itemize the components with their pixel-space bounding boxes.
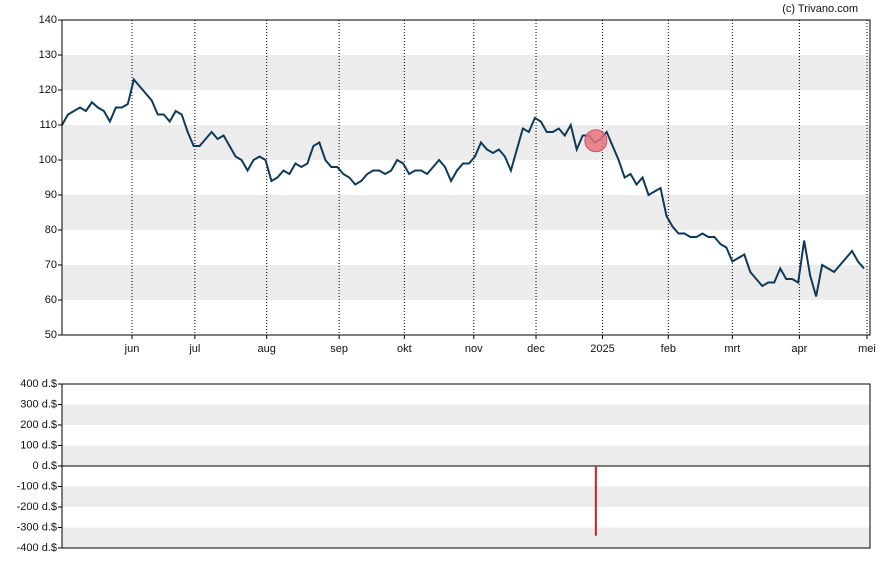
y-tick-label: -200 d.$ xyxy=(17,501,57,513)
x-tick-label: aug xyxy=(258,343,276,355)
y-tick-label: 110 xyxy=(39,119,57,131)
grid-band xyxy=(62,55,870,90)
x-tick-label: dec xyxy=(527,343,545,355)
y-tick-label: -100 d.$ xyxy=(17,480,57,492)
y-tick-label: 70 xyxy=(45,259,57,271)
grid-band xyxy=(62,527,870,548)
price-line xyxy=(61,77,865,297)
y-tick-label: 200 d.$ xyxy=(20,419,57,431)
x-tick-label: nov xyxy=(465,343,483,355)
grid-band xyxy=(62,125,870,160)
grid-band xyxy=(62,445,870,466)
y-tick-label: 0 d.$ xyxy=(33,460,57,472)
credit: (c) Trivano.com xyxy=(782,3,858,15)
grid-band xyxy=(62,265,870,300)
y-tick-label: 100 d.$ xyxy=(20,439,57,451)
grid-band xyxy=(62,195,870,230)
x-tick-label: jun xyxy=(124,343,140,355)
y-tick-label: 60 xyxy=(45,294,57,306)
y-tick-label: 100 xyxy=(39,154,57,166)
x-tick-label: feb xyxy=(661,343,676,355)
y-tick-label: 300 d.$ xyxy=(20,398,57,410)
y-tick-label: 130 xyxy=(39,49,57,61)
x-tick-label: jul xyxy=(188,343,200,355)
x-tick-label: apr xyxy=(791,343,807,355)
y-tick-label: 120 xyxy=(39,84,57,96)
y-tick-label: -400 d.$ xyxy=(17,542,57,554)
y-tick-label: -300 d.$ xyxy=(17,521,57,533)
y-tick-label: 140 xyxy=(39,14,57,26)
y-tick-label: 80 xyxy=(45,224,57,236)
y-tick-label: 400 d.$ xyxy=(20,378,57,390)
y-tick-label: 90 xyxy=(45,189,57,201)
x-tick-label: mrt xyxy=(724,343,740,355)
x-tick-label: 2025 xyxy=(590,343,614,355)
grid-band xyxy=(62,404,870,425)
x-tick-label: mei xyxy=(858,343,876,355)
plot-frame xyxy=(61,383,871,549)
bar xyxy=(594,466,597,536)
plot-frame xyxy=(61,19,871,336)
x-tick-label: okt xyxy=(397,343,412,355)
marker xyxy=(584,129,608,153)
y-tick-label: 50 xyxy=(45,329,57,341)
grid-band xyxy=(62,486,870,507)
x-tick-label: sep xyxy=(330,343,348,355)
